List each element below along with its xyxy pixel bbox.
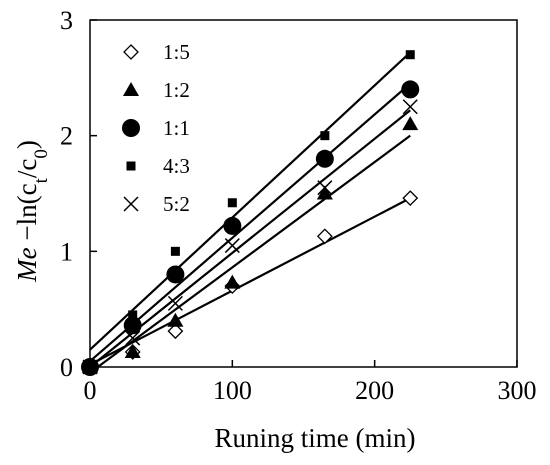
data-point-1-2 xyxy=(402,116,419,131)
legend-marker-5-2 xyxy=(123,196,139,212)
axis-ticks: 0 100 200 300 0 1 2 3 xyxy=(60,6,537,405)
data-point-1-1 xyxy=(166,265,185,284)
data-point-1-1 xyxy=(123,316,142,335)
data-point-1-2 xyxy=(316,185,333,200)
legend-label: 5:2 xyxy=(163,192,190,216)
data-point-4-3 xyxy=(128,310,138,320)
y-label-italic: Me xyxy=(12,247,42,282)
fit-line-4-3 xyxy=(89,51,411,351)
legend-label: 4:3 xyxy=(163,154,190,178)
fit-lines xyxy=(89,51,411,374)
y-label-text: −ln(c xyxy=(12,183,42,247)
x-marker-stroke xyxy=(82,359,98,375)
legend-label: 1:2 xyxy=(163,78,190,102)
data-point-1-1 xyxy=(223,216,242,235)
plot-border xyxy=(89,19,518,368)
data-points xyxy=(81,50,420,376)
data-point-5-2 xyxy=(125,330,141,346)
y-tick-label: 2 xyxy=(60,122,73,151)
x-marker-stroke xyxy=(317,180,333,196)
data-point-5-2 xyxy=(167,295,183,311)
y-label-subscript: 0 xyxy=(31,149,52,159)
x-marker-stroke xyxy=(125,330,141,346)
y-label-text: ) xyxy=(12,140,42,149)
y-label-text: /c xyxy=(12,159,42,179)
plot-frame xyxy=(89,19,518,368)
x-marker-stroke xyxy=(224,238,240,254)
data-point-4-3 xyxy=(320,131,330,141)
fit-line-1-2 xyxy=(89,134,411,374)
x-tick-label: 100 xyxy=(213,376,252,405)
legend-label: 1:1 xyxy=(163,116,190,140)
legend: 1:5 1:2 1:1 4:3 5:2 xyxy=(122,40,190,216)
data-point-1-2 xyxy=(224,274,241,289)
x-tick-label: 200 xyxy=(355,376,394,405)
legend-marker-1-2 xyxy=(123,82,139,96)
data-point-5-2 xyxy=(402,99,418,115)
data-point-5-2 xyxy=(224,238,240,254)
data-point-5-2 xyxy=(317,180,333,196)
x-marker-stroke xyxy=(167,295,183,311)
legend-marker-4-3 xyxy=(126,161,136,171)
legend-label: 1:5 xyxy=(163,40,190,64)
y-label-subscript: t xyxy=(31,177,52,183)
y-axis-label: Me −ln(ct/c0) xyxy=(12,140,52,283)
data-point-1-1 xyxy=(401,80,420,99)
data-point-4-3 xyxy=(170,246,180,256)
x-tick-label: 0 xyxy=(84,376,97,405)
data-point-1-5 xyxy=(167,323,184,340)
legend-marker-1-1 xyxy=(122,119,140,137)
x-tick-label: 300 xyxy=(498,376,537,405)
x-marker-stroke xyxy=(123,196,139,212)
x-axis-label: Runing time (min) xyxy=(215,423,416,453)
y-tick-label: 0 xyxy=(60,353,73,382)
data-point-1-2 xyxy=(167,312,184,327)
y-tick-label: 3 xyxy=(60,6,73,35)
data-point-4-3 xyxy=(227,198,237,208)
fit-line-1-5 xyxy=(89,197,411,366)
fit-line-5-2 xyxy=(89,109,411,368)
data-point-1-5 xyxy=(402,190,419,207)
data-point-1-2 xyxy=(124,343,141,358)
data-point-5-2 xyxy=(82,359,98,375)
fit-line-1-1 xyxy=(89,82,411,363)
y-tick-label: 1 xyxy=(60,237,73,266)
data-point-1-5 xyxy=(316,228,333,245)
x-marker-stroke xyxy=(402,99,418,115)
data-point-1-1 xyxy=(315,149,334,168)
data-point-4-3 xyxy=(405,50,415,60)
legend-marker-1-5 xyxy=(123,44,139,60)
